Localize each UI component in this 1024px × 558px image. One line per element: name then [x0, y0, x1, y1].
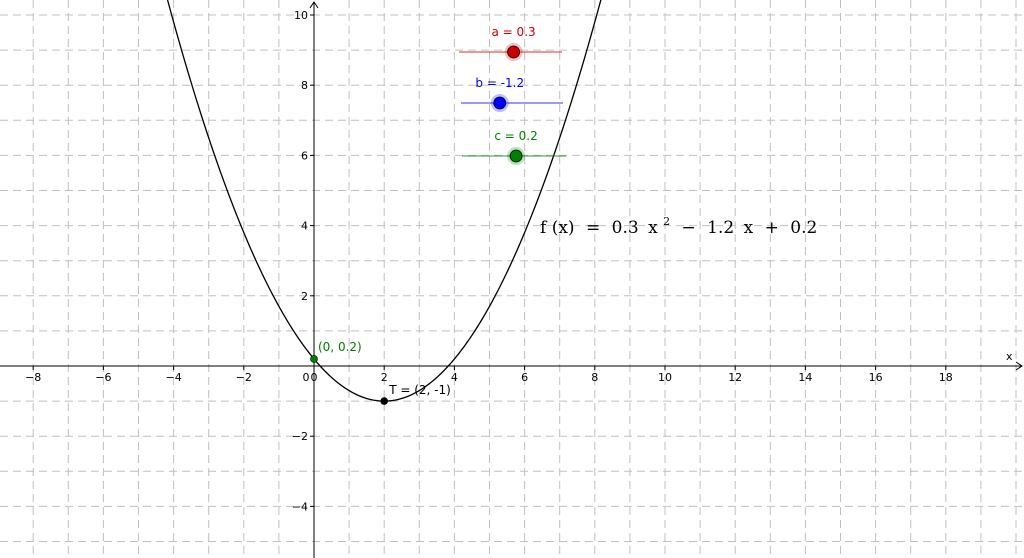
vertex-label: T = (2, -1): [388, 383, 451, 397]
slider-b-label: b = -1.2: [475, 76, 524, 90]
slider-a-label: a = 0.3: [492, 25, 536, 39]
y-tick-label: 2: [301, 290, 308, 303]
slider-c-handle[interactable]: [509, 149, 523, 163]
vertex-point[interactable]: [380, 397, 389, 405]
x-tick-label: 2: [381, 371, 388, 384]
y-axis-arrow: [309, 1, 319, 9]
x-tick-label: −2: [236, 371, 252, 384]
x-tick-label: 4: [451, 371, 458, 384]
x-axis-label: x: [1006, 350, 1013, 363]
x-axis-arrow: [1015, 361, 1023, 371]
slider-c[interactable]: c = 0.2: [462, 129, 566, 165]
x-tick-label: −6: [95, 371, 111, 384]
x-tick-label: 6: [521, 371, 528, 384]
x-tick-label: 10: [658, 371, 672, 384]
slider-b-handle[interactable]: [493, 96, 507, 110]
x-tick-label: 14: [798, 371, 812, 384]
sliders-group: a = 0.3 b = -1.2 c = 0.2: [459, 25, 566, 165]
y-tick-label: −2: [292, 430, 308, 443]
y-tick-label: 4: [301, 220, 308, 233]
x-tick-label: 0: [311, 371, 318, 384]
y-tick-label: 6: [301, 149, 308, 162]
x-tick-label: 8: [591, 371, 598, 384]
x-tick-label: −8: [25, 371, 41, 384]
points-group: (0, 0.2) T = (2, -1): [310, 340, 451, 405]
function-formula: f (x) = 0.3 x 2 − 1.2 x + 0.2: [540, 210, 817, 238]
x-tick-label: 12: [728, 371, 742, 384]
slider-a-handle[interactable]: [507, 45, 520, 59]
slider-a[interactable]: a = 0.3: [459, 25, 562, 61]
y-tick-label: 8: [301, 79, 308, 92]
origin-label: 0: [303, 371, 310, 384]
x-tick-label: −4: [165, 371, 181, 384]
y-intercept-point[interactable]: [310, 355, 318, 363]
x-tick-label: 18: [939, 371, 953, 384]
y-intercept-label: (0, 0.2): [318, 340, 362, 354]
slider-c-label: c = 0.2: [494, 129, 537, 143]
y-tick-label: −4: [292, 500, 308, 513]
slider-b[interactable]: b = -1.2: [461, 76, 563, 112]
y-tick-label: 10: [294, 9, 308, 22]
x-tick-label: 16: [869, 371, 883, 384]
